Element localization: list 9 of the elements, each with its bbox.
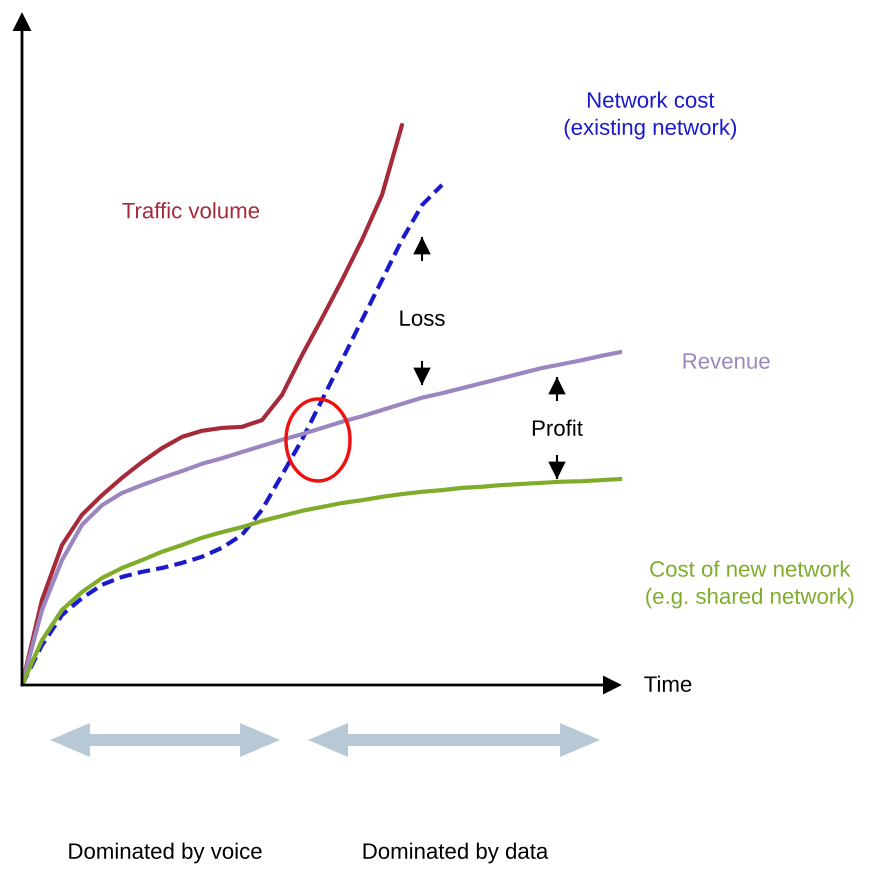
text: Dominated by voice (69, 842, 262, 864)
text: Traffic volume (122, 202, 260, 218)
text: Dominated by data (364, 842, 548, 864)
text: Cost of new network (e.g. shared network) (646, 560, 854, 608)
text: Time (644, 676, 692, 692)
text: Network cost (existing network) (564, 92, 736, 140)
text: Revenue (684, 353, 770, 369)
annotation: Loss (400, 310, 445, 326)
annotation: Profit (532, 420, 583, 436)
